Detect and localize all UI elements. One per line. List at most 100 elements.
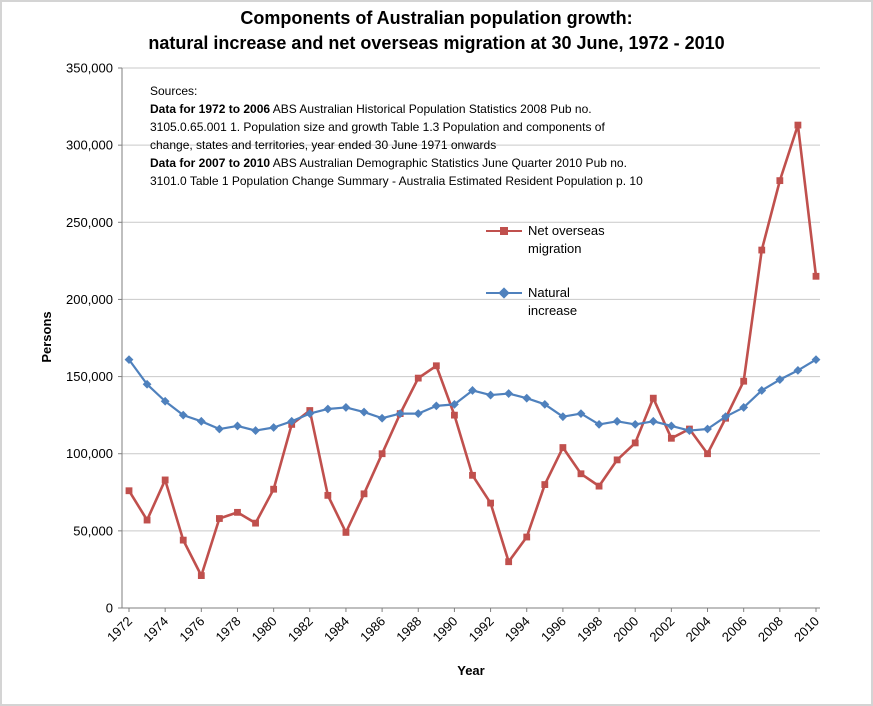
x-tick-label: 2006: [719, 614, 750, 645]
series-line-net-overseas-migration: [127, 123, 818, 577]
diamond-marker-icon: [486, 390, 495, 400]
x-tick-label: 2010: [791, 614, 822, 645]
diamond-marker-icon: [666, 421, 676, 431]
square-marker-icon: [451, 411, 458, 419]
y-tick-label: 100,000: [66, 446, 113, 461]
square-marker-icon: [505, 558, 513, 566]
diamond-marker-icon: [793, 366, 803, 375]
diamond-marker-icon: [630, 420, 640, 429]
diamond-marker-icon: [142, 379, 152, 389]
diamond-marker-icon: [757, 386, 767, 395]
chart-title: Components of Australian population grow…: [0, 6, 873, 56]
diamond-marker-icon: [522, 393, 532, 403]
sources-line: Data for 2007 to 2010 ABS Australian Dem…: [150, 156, 627, 170]
sources-heading: Sources:: [150, 84, 198, 98]
sources-line: 3105.0.65.001 1. Population size and gro…: [150, 120, 605, 134]
square-marker-icon: [143, 516, 151, 524]
square-marker-icon: [324, 491, 332, 499]
y-tick-label: 250,000: [66, 215, 113, 230]
diamond-marker-icon: [178, 410, 188, 420]
diamond-marker-icon: [413, 409, 423, 418]
diamond-marker-icon: [377, 413, 387, 423]
y-axis-title: Persons: [39, 311, 54, 363]
square-marker-icon: [649, 394, 657, 402]
legend-diamond-marker-icon: [486, 286, 522, 301]
diamond-marker-icon: [233, 421, 242, 431]
x-tick-label: 1976: [176, 614, 207, 645]
diamond-marker-icon: [450, 399, 459, 409]
x-tick-label: 1982: [285, 614, 316, 645]
square-marker-icon: [234, 508, 241, 516]
square-marker-icon: [252, 519, 259, 527]
square-marker-icon: [161, 476, 169, 484]
diamond-marker-icon: [323, 404, 333, 414]
diamond-marker-icon: [160, 396, 170, 406]
legend-entry-natural-increase: Natural increase: [486, 284, 605, 320]
square-marker-icon: [776, 177, 784, 185]
square-marker-icon: [758, 246, 766, 254]
square-marker-icon: [270, 485, 278, 493]
chart-title-line2: natural increase and net overseas migrat…: [148, 33, 725, 53]
square-marker-icon: [179, 536, 187, 544]
x-tick-label: 1986: [357, 614, 388, 645]
square-marker-icon: [378, 450, 386, 458]
x-tick-label: 2000: [610, 614, 641, 645]
x-tick-label: 1992: [466, 614, 497, 645]
diamond-marker-icon: [395, 409, 405, 418]
diamond-marker-icon: [558, 412, 568, 422]
square-marker-icon: [704, 450, 711, 458]
sources-line: Data for 1972 to 2006 ABS Australian His…: [150, 102, 592, 116]
x-tick-label: 1998: [574, 614, 605, 645]
y-tick-label: 0: [106, 601, 113, 616]
diamond-marker-icon: [287, 416, 297, 426]
diamond-marker-icon: [721, 412, 731, 422]
diamond-marker-icon: [124, 355, 134, 364]
x-tick-label: 1984: [321, 614, 352, 645]
diamond-marker-icon: [811, 355, 821, 364]
diamond-marker-icon: [648, 416, 658, 426]
diamond-marker-icon: [468, 386, 477, 395]
diamond-marker-icon: [540, 399, 550, 409]
square-marker-icon: [469, 471, 476, 479]
square-marker-icon: [812, 272, 820, 280]
diamond-marker-icon: [214, 424, 224, 434]
x-tick-label: 1980: [249, 614, 280, 645]
diamond-marker-icon: [504, 389, 514, 398]
legend-square-marker-icon: [486, 224, 522, 239]
sources-note: Sources: Data for 1972 to 2006 ABS Austr…: [150, 82, 690, 190]
square-marker-icon: [595, 482, 603, 490]
legend-label-net-overseas-migration: Net overseas migration: [528, 223, 605, 256]
y-tick-label: 50,000: [73, 523, 113, 538]
square-marker-icon: [197, 572, 205, 579]
x-tick-label: 2002: [646, 614, 677, 645]
square-marker-icon: [523, 533, 531, 541]
x-axis-title: Year: [457, 663, 485, 678]
legend: Net overseas migration Natural increase: [486, 222, 605, 346]
legend-entry-net-overseas-migration: Net overseas migration: [486, 222, 605, 258]
diamond-marker-icon: [305, 409, 315, 418]
y-tick-label: 350,000: [66, 61, 113, 76]
square-marker-icon: [577, 470, 585, 478]
x-tick-label: 2008: [755, 614, 786, 645]
x-tick-label: 1978: [213, 614, 244, 645]
square-marker-icon: [432, 362, 440, 370]
square-marker-icon: [559, 444, 567, 451]
diamond-marker-icon: [341, 403, 351, 412]
diamond-marker-icon: [739, 403, 749, 412]
series-line-natural-increase: [128, 358, 817, 432]
chart-title-line1: Components of Australian population grow…: [240, 8, 633, 28]
x-tick-label: 2004: [683, 614, 714, 645]
square-marker-icon: [414, 374, 422, 382]
diamond-marker-icon: [612, 416, 622, 426]
square-marker-icon: [125, 487, 133, 495]
square-marker-icon: [215, 515, 223, 522]
square-marker-icon: [631, 439, 639, 447]
diamond-marker-icon: [576, 409, 586, 418]
y-tick-label: 200,000: [66, 292, 113, 307]
diamond-marker-icon: [775, 375, 785, 385]
y-tick-label: 150,000: [66, 369, 113, 384]
x-tick-label: 1988: [393, 614, 424, 645]
diamond-marker-icon: [594, 420, 604, 429]
diamond-marker-icon: [251, 426, 260, 435]
square-marker-icon: [740, 377, 748, 385]
